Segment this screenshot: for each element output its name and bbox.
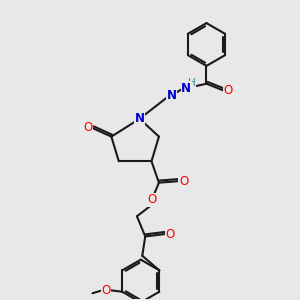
- Text: O: O: [101, 284, 110, 297]
- Text: N: N: [181, 82, 191, 95]
- Text: N: N: [167, 88, 176, 101]
- Text: O: O: [148, 193, 157, 206]
- Text: H: H: [188, 78, 196, 88]
- Text: O: O: [83, 121, 92, 134]
- Text: O: O: [165, 228, 175, 241]
- Text: N: N: [135, 112, 145, 125]
- Text: O: O: [224, 84, 233, 97]
- Text: O: O: [179, 175, 188, 188]
